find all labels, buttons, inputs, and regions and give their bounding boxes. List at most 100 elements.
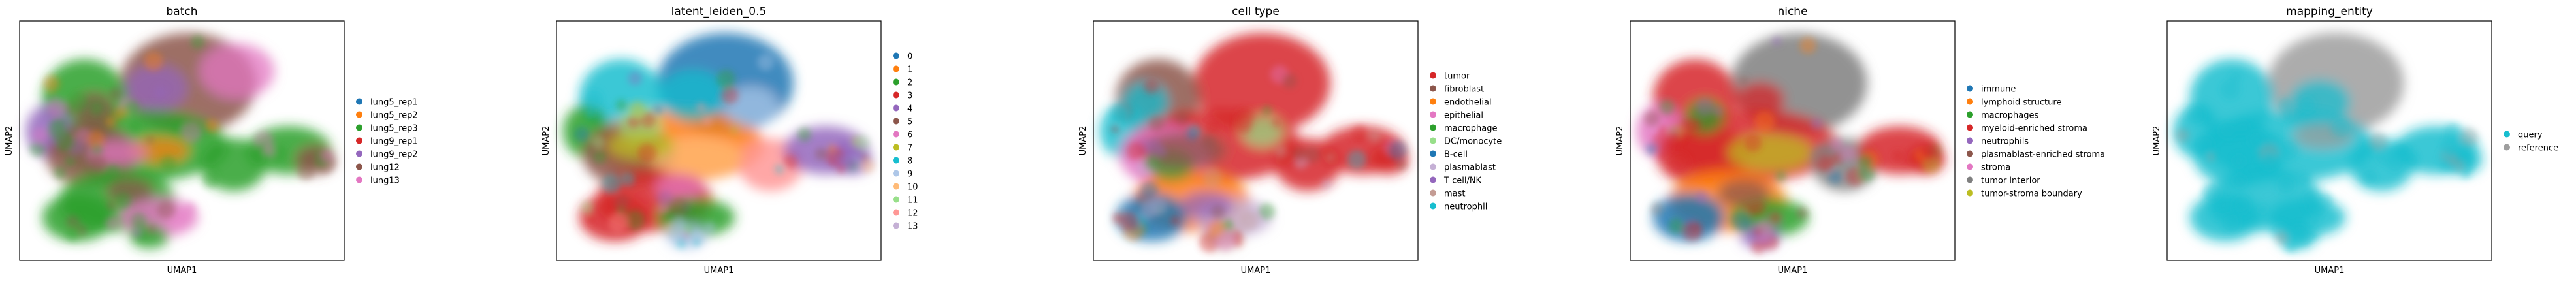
- umap-point-group: [91, 142, 104, 156]
- legend-label: macrophages: [1981, 111, 2038, 121]
- umap-point-group: [146, 135, 155, 144]
- umap-point-group: [2258, 204, 2268, 214]
- umap-point-group: [55, 125, 67, 137]
- umap-point-group: [1799, 37, 1816, 54]
- legend-label: DC/monocyte: [1444, 137, 1502, 147]
- umap-point-group: [1750, 200, 1766, 216]
- umap-point-group: [584, 89, 604, 110]
- legend-marker: [1430, 98, 1436, 105]
- legend-label: lymphoid structure: [1981, 98, 2061, 108]
- umap-point-group: [190, 35, 205, 49]
- umap-point-group: [105, 116, 116, 127]
- umap-point-group: [1233, 238, 1243, 247]
- legend-marker: [893, 183, 899, 190]
- umap-point-group: [585, 108, 596, 119]
- umap-point-group: [1659, 99, 1675, 115]
- umap-point-group: [854, 134, 870, 151]
- umap-point-group: [837, 165, 846, 174]
- legend-label: T cell/NK: [1443, 176, 1482, 186]
- umap-point-group: [592, 150, 607, 164]
- umap-point-group: [573, 126, 590, 142]
- umap-point-group: [627, 116, 640, 129]
- legend-marker: [1967, 176, 1973, 183]
- umap-point-group: [2278, 97, 2294, 113]
- umap-point-group: [184, 202, 197, 215]
- legend-label: 9: [907, 170, 912, 180]
- legend-marker: [893, 52, 899, 59]
- umap-point-group: [1238, 211, 1259, 231]
- legend-label: lung12: [370, 163, 400, 173]
- legend-marker: [356, 111, 362, 118]
- umap-point-group: [131, 212, 147, 229]
- legend-label: lung5_rep1: [370, 98, 418, 108]
- umap-point-group: [1754, 228, 1762, 237]
- umap-point-group: [2175, 128, 2190, 143]
- umap-point-group: [65, 227, 80, 242]
- umap-point-group: [2404, 150, 2414, 159]
- umap-point-group: [2299, 96, 2315, 113]
- legend-marker: [893, 104, 899, 112]
- umap-point-group: [2282, 112, 2293, 121]
- x-axis-label: UMAP1: [167, 266, 197, 276]
- legend-marker: [893, 78, 899, 86]
- umap-point-group: [2270, 135, 2280, 146]
- umap-point-group: [2291, 224, 2308, 240]
- umap-point-group: [814, 148, 828, 161]
- umap-point-group: [2313, 205, 2326, 217]
- legend-label: 2: [907, 78, 912, 88]
- umap-point-group: [1645, 142, 1659, 155]
- legend-marker: [1430, 202, 1436, 210]
- umap-point-group: [591, 135, 605, 150]
- legend-marker: [1967, 150, 1973, 157]
- umap-point-group: [1681, 118, 1696, 133]
- legend-label: fibroblast: [1444, 85, 1484, 95]
- umap-point-group: [114, 191, 132, 209]
- umap-point-group: [123, 99, 139, 116]
- umap-panel: mapping_entity UMAP1 UMAP2 query reference: [2152, 5, 2558, 276]
- umap-point-group: [2186, 105, 2206, 124]
- umap-point-speckle: [29, 35, 336, 242]
- umap-point-group: [2317, 193, 2334, 210]
- umap-point-group: [696, 102, 707, 113]
- legend-label: 3: [907, 91, 912, 101]
- x-axis-label: UMAP1: [2315, 266, 2345, 276]
- umap-point-group: [2236, 120, 2250, 134]
- umap-panel: niche UMAP1 UMAP2 immune lymphoid structure m…: [1615, 5, 2105, 276]
- legend-label: tumor: [1444, 72, 1470, 82]
- umap-point-group: [32, 127, 48, 143]
- legend-label: macrophage: [1444, 124, 1498, 134]
- panel-title: latent_leiden_0.5: [671, 5, 767, 18]
- umap-point-group: [1235, 117, 1253, 134]
- x-axis-label: UMAP1: [1241, 266, 1271, 276]
- umap-point-group: [2220, 79, 2240, 100]
- umap-point-group: [1263, 105, 1272, 115]
- legend-marker: [893, 144, 899, 151]
- umap-point-group: [601, 174, 621, 194]
- legend-label: 4: [907, 104, 912, 114]
- umap-point-group: [157, 200, 176, 219]
- legend-marker: [1967, 163, 1973, 170]
- umap-point-group: [1771, 36, 1782, 46]
- umap-point-group: [1321, 179, 1332, 189]
- legend-label: 13: [907, 222, 918, 232]
- umap-point-group: [181, 121, 202, 143]
- legend-marker: [1430, 124, 1436, 131]
- umap-point-group: [129, 120, 141, 133]
- umap-point-group: [159, 155, 176, 172]
- panel-title: cell type: [1232, 5, 1280, 18]
- legend-label: mast: [1444, 189, 1466, 199]
- umap-point-group: [1170, 215, 1180, 225]
- legend-marker: [1430, 163, 1436, 170]
- legend: query reference: [2504, 131, 2558, 153]
- umap-point-group: [730, 126, 739, 134]
- umap-point-group: [1754, 111, 1775, 133]
- legend-label: 12: [907, 209, 918, 219]
- umap-point-group: [1109, 103, 1129, 123]
- umap-point-cluster: [42, 193, 114, 242]
- umap-point-group: [1919, 140, 1939, 160]
- umap-point-group: [1828, 170, 1843, 185]
- legend-label: 7: [907, 144, 912, 153]
- legend-marker: [2504, 131, 2510, 138]
- umap-point-group: [615, 99, 628, 111]
